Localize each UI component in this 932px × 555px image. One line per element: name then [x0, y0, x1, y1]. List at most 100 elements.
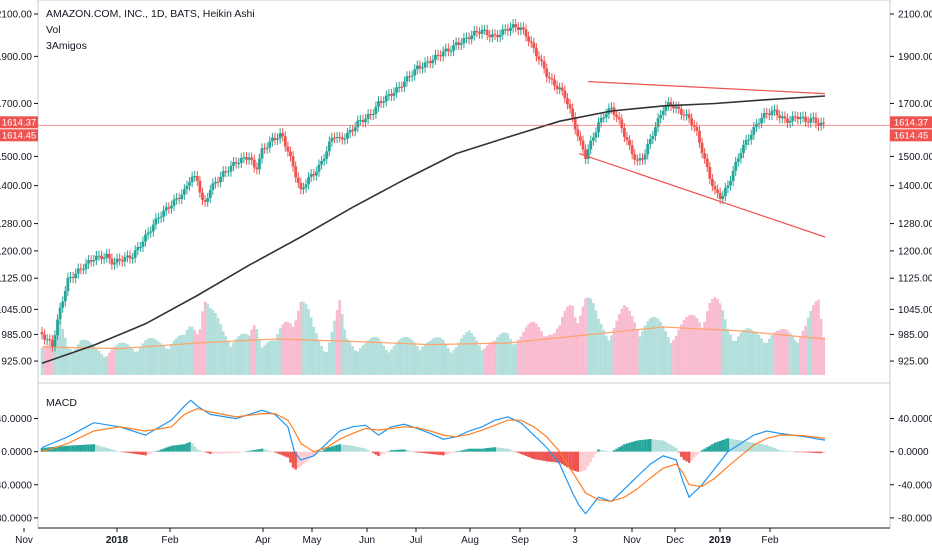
macd-histogram-bar — [107, 448, 111, 452]
volume-bar — [351, 346, 354, 375]
candle-body — [273, 137, 277, 140]
volume-bar — [296, 310, 300, 375]
candle-body — [628, 140, 631, 146]
candle-body — [138, 246, 142, 248]
macd-histogram-bar — [599, 449, 603, 452]
candle-body — [346, 132, 349, 139]
candle-body — [340, 137, 344, 140]
volume-bar — [322, 351, 326, 375]
macd-histogram-bar — [716, 441, 719, 452]
candle-body — [307, 177, 311, 185]
price-tick-label-left: 985.00 — [1, 330, 32, 341]
candle-body — [793, 116, 797, 118]
volume-bar — [126, 344, 129, 375]
volume-bar — [633, 322, 637, 375]
candle-body — [289, 151, 292, 157]
volume-bar — [711, 299, 714, 375]
volume-bar — [529, 322, 533, 375]
candle-body — [674, 106, 678, 109]
macd-histogram-bar — [139, 451, 142, 455]
volume-bar — [79, 340, 83, 375]
macd-histogram-bar — [667, 443, 670, 452]
price-pane-frame — [37, 0, 891, 384]
macd-histogram-bar — [806, 451, 810, 453]
volume-bar — [43, 346, 46, 375]
macd-histogram-bar — [405, 450, 409, 452]
candle-body — [154, 218, 158, 225]
macd-histogram-bar — [276, 451, 279, 454]
macd-histogram-bar — [636, 440, 639, 452]
macd-histogram-bar — [423, 451, 427, 454]
candle-body — [446, 48, 450, 52]
candle-body — [167, 207, 171, 209]
macd-histogram-bar — [646, 439, 649, 452]
macd-histogram-bar — [379, 451, 383, 455]
volume-bar — [242, 333, 246, 375]
macd-histogram-bar — [126, 451, 129, 453]
macd-histogram-bar — [602, 450, 605, 452]
candle-body — [726, 185, 730, 189]
macd-histogram-bar — [245, 451, 248, 452]
macd-histogram-bar — [814, 451, 818, 453]
macd-histogram-bar — [384, 451, 388, 453]
volume-bar — [592, 303, 595, 375]
trend-line — [588, 81, 826, 95]
x-tick-label: Sep — [511, 535, 529, 546]
candle-body — [620, 119, 624, 129]
price-tick-label-left: 925.00 — [1, 357, 32, 368]
candle-body — [700, 142, 704, 154]
candle-body — [283, 136, 287, 147]
macd-histogram-bar — [353, 446, 357, 452]
volume-bar — [680, 324, 683, 375]
candle-body — [444, 48, 448, 52]
price-badge-left-label: 1614.45 — [2, 130, 36, 141]
volume-bar — [258, 338, 261, 375]
candle-body — [716, 189, 719, 193]
macd-histogram-bar — [447, 451, 450, 454]
volume-bar — [312, 326, 316, 375]
macd-histogram-bar — [780, 450, 784, 452]
volume-bar — [196, 334, 199, 375]
macd-histogram-bar — [465, 449, 468, 452]
macd-histogram-bar — [628, 442, 631, 452]
volume-bar — [656, 318, 660, 375]
volume-bar — [664, 331, 668, 375]
candle-body — [343, 138, 347, 140]
macd-histogram-bar — [102, 447, 106, 452]
candle-body — [651, 135, 655, 140]
macd-histogram-bar — [493, 447, 497, 452]
macd-histogram-bar — [361, 448, 365, 452]
volume-bar — [641, 330, 644, 375]
macd-histogram-bar — [788, 451, 792, 452]
volume-bar — [778, 330, 782, 375]
candle-body — [594, 132, 598, 138]
volume-bar — [271, 340, 274, 375]
volume-bar — [291, 326, 295, 375]
candle-body — [76, 268, 80, 274]
price-tick-label-left: 1400.00 — [0, 181, 32, 192]
macd-histogram-bar — [333, 445, 336, 452]
candle-body — [369, 114, 373, 116]
macd-line — [41, 399, 826, 515]
macd-histogram-bar — [237, 451, 241, 453]
candle-body — [377, 101, 380, 107]
macd-histogram-bar — [164, 447, 168, 452]
candle-body — [566, 98, 569, 105]
candle-body — [123, 257, 127, 262]
volume-bar — [177, 335, 181, 375]
macd-histogram-bar — [550, 451, 554, 462]
x-tick-label: Dec — [666, 535, 684, 546]
candle-body — [120, 260, 124, 262]
price-badge-left — [0, 116, 38, 129]
candle-body — [97, 255, 101, 257]
candle-body — [84, 263, 88, 270]
macd-histogram-bar — [252, 450, 256, 452]
x-tick-label: May — [303, 535, 322, 546]
candle-body — [452, 45, 455, 51]
candle-body — [638, 158, 642, 161]
volume-bar — [667, 336, 670, 375]
macd-histogram-bar — [356, 446, 360, 452]
macd-histogram-bar — [377, 451, 380, 457]
volume-bar — [661, 326, 665, 375]
